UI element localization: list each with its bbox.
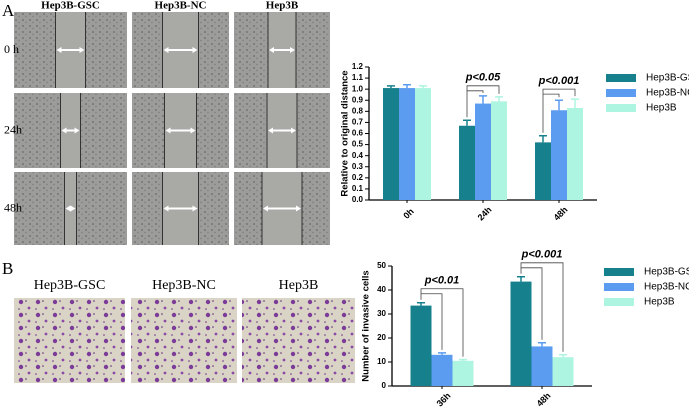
error-bar: [517, 276, 525, 282]
micrograph: [14, 298, 125, 383]
annotation: p<0.01: [424, 275, 460, 287]
legend-swatch: [606, 89, 636, 97]
y-tick-label: 0.2: [352, 173, 364, 182]
y-tick-label: 30: [377, 309, 386, 318]
bar: [475, 103, 491, 200]
row-label: 48h: [4, 200, 22, 214]
y-tick-label: 0.8: [352, 106, 364, 115]
error-bar: [571, 98, 579, 109]
error-bar: [538, 342, 546, 347]
y-tick-label: 0.1: [352, 184, 364, 193]
error-bar: [479, 95, 487, 104]
x-tick-label: 48h: [552, 205, 570, 223]
error-bar: [555, 99, 563, 111]
legend-swatch: [606, 104, 636, 112]
error-bar: [403, 83, 411, 89]
column-header: Hep3B: [279, 278, 319, 293]
error-bar: [417, 301, 425, 306]
error-bar: [438, 352, 446, 355]
bar: [459, 125, 475, 200]
bar: [531, 346, 553, 386]
panel-label: A: [2, 1, 15, 20]
bar: [452, 360, 474, 386]
error-bar: [559, 354, 567, 358]
bar: [431, 354, 453, 386]
column-header: Hep3B: [266, 0, 299, 12]
bar: [567, 108, 583, 200]
micrograph: [242, 298, 355, 383]
y-tick-label: 1.1: [352, 73, 364, 82]
column-header: Hep3B-GSC: [41, 0, 100, 12]
column-header: Hep3B-GSC: [34, 278, 106, 293]
arrow-head: [65, 205, 76, 212]
y-tick-label: 0: [382, 381, 387, 390]
error-bar: [419, 85, 427, 89]
error-bar: [495, 96, 503, 102]
error-bar: [463, 119, 471, 126]
x-tick-label: 24h: [476, 205, 494, 223]
x-tick-label: 48h: [535, 391, 553, 409]
bar: [383, 88, 399, 200]
bar: [399, 88, 415, 200]
y-tick-label: 1.2: [352, 62, 364, 71]
x-tick-label: 36h: [435, 391, 453, 409]
annotation: p<0.05: [465, 72, 501, 84]
y-tick-label: 0.3: [352, 162, 364, 171]
bar: [410, 305, 432, 386]
annotation: p<0.001: [538, 75, 580, 87]
annotation: p<0.001: [521, 249, 563, 261]
arrow-head: [61, 127, 80, 134]
y-tick-label: 0.5: [352, 140, 364, 149]
y-tick-label: 20: [377, 333, 386, 342]
y-tick-label: 40: [377, 285, 386, 294]
x-tick-label: 0h: [401, 206, 416, 221]
y-tick-label: 1.0: [352, 84, 364, 93]
error-bar: [459, 358, 467, 361]
y-tick-label: 0.6: [352, 129, 364, 138]
bar: [535, 142, 551, 200]
y-tick-label: 10: [377, 357, 386, 366]
row-label: 24h: [4, 122, 22, 136]
error-bar: [387, 85, 395, 89]
legend-label: Hep3B: [646, 103, 677, 114]
bracket: [520, 262, 564, 352]
bracket: [420, 288, 464, 357]
bar: [552, 357, 574, 386]
column-header: Hep3B-NC: [155, 0, 207, 12]
y-axis-title: Number of invasive cells: [361, 270, 372, 381]
legend-label: Hep3B-NC: [646, 88, 689, 99]
bar: [415, 88, 431, 200]
bar: [491, 101, 507, 200]
micrograph: [131, 298, 237, 383]
column-header: Hep3B-NC: [152, 278, 216, 293]
legend-label: Hep3B-GSC: [646, 73, 689, 84]
legend-swatch: [604, 298, 634, 306]
legend-swatch: [604, 283, 634, 291]
row-label: 0 h: [4, 42, 19, 56]
y-tick-label: 0.7: [352, 118, 364, 127]
legend-swatch: [604, 268, 634, 276]
bracket: [542, 88, 576, 133]
y-tick-label: 0.4: [352, 151, 364, 160]
legend-swatch: [606, 74, 636, 82]
y-tick-label: 0.9: [352, 95, 364, 104]
y-axis-title: Relative to original distance: [340, 70, 351, 196]
error-bar: [539, 134, 547, 143]
panel-label: B: [2, 259, 13, 278]
legend-label: Hep3B-GSC: [644, 267, 689, 278]
y-tick-label: 50: [377, 261, 386, 270]
bracket: [466, 85, 500, 118]
y-tick-label: 0.0: [352, 195, 364, 204]
legend-label: Hep3B-NC: [644, 282, 689, 293]
legend-label: Hep3B: [644, 297, 675, 308]
bar: [510, 281, 532, 386]
bar: [551, 110, 567, 200]
